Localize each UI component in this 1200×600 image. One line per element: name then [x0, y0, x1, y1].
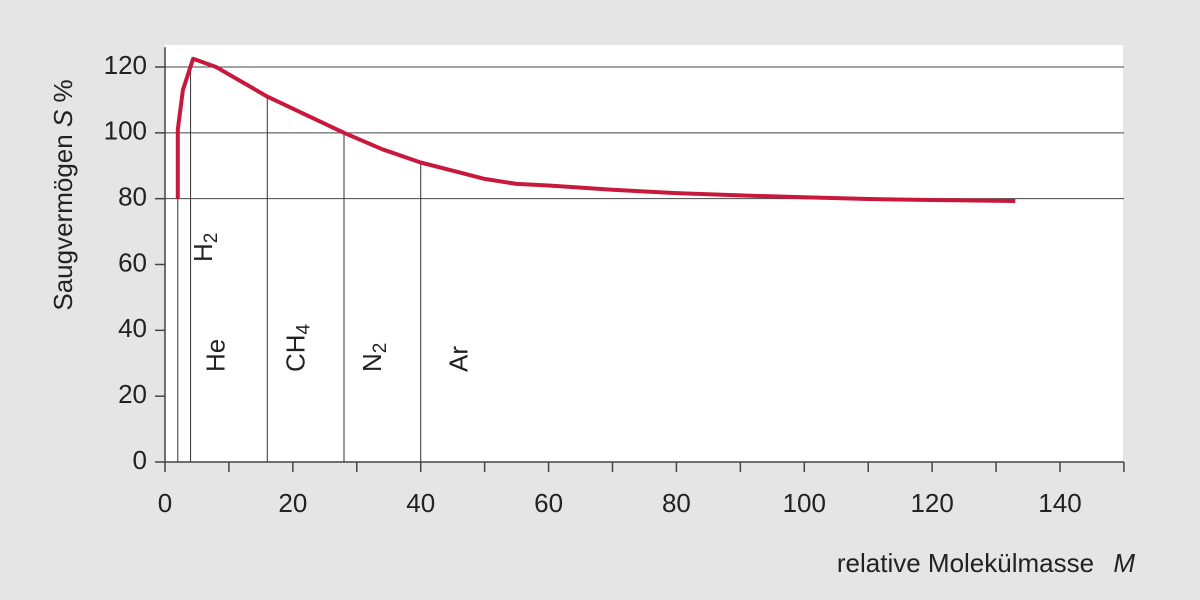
- y-tick-label: 20: [118, 379, 147, 409]
- gas-name: CH: [280, 334, 310, 372]
- y-tick-label: 40: [118, 313, 147, 343]
- gas-name: H: [188, 243, 218, 262]
- gas-label: Ar: [444, 346, 474, 372]
- y-tick-label: 0: [133, 445, 147, 475]
- gas-name: N: [357, 353, 387, 372]
- x-tick-label: 40: [406, 488, 435, 518]
- gas-subscript: 2: [201, 233, 222, 244]
- y-tick-label: 100: [104, 116, 147, 146]
- x-tick-label: 100: [783, 488, 826, 518]
- x-tick-label: 140: [1038, 488, 1081, 518]
- x-tick-label: 0: [158, 488, 172, 518]
- x-tick-label: 20: [278, 488, 307, 518]
- gas-label: H2: [188, 233, 222, 262]
- y-tick-label: 80: [118, 182, 147, 212]
- x-tick-label: 60: [534, 488, 563, 518]
- gas-subscript: 2: [370, 343, 391, 354]
- gas-label: CH4: [280, 323, 314, 372]
- y-axis-label: Saugvermögen S %: [48, 79, 78, 310]
- x-tick-label: 80: [662, 488, 691, 518]
- curve: [175, 56, 1016, 203]
- x-tick-label: 120: [910, 488, 953, 518]
- gas-subscript: 4: [293, 323, 314, 334]
- x-axis-label: relative Molekülmasse M: [837, 548, 1135, 578]
- gas-label: He: [200, 339, 230, 372]
- y-tick-label: 60: [118, 247, 147, 277]
- gas-name: He: [200, 339, 230, 372]
- gas-label: N2: [357, 343, 391, 372]
- y-tick-label: 120: [104, 50, 147, 80]
- gas-name: Ar: [444, 346, 474, 372]
- plot-area: [165, 45, 1123, 462]
